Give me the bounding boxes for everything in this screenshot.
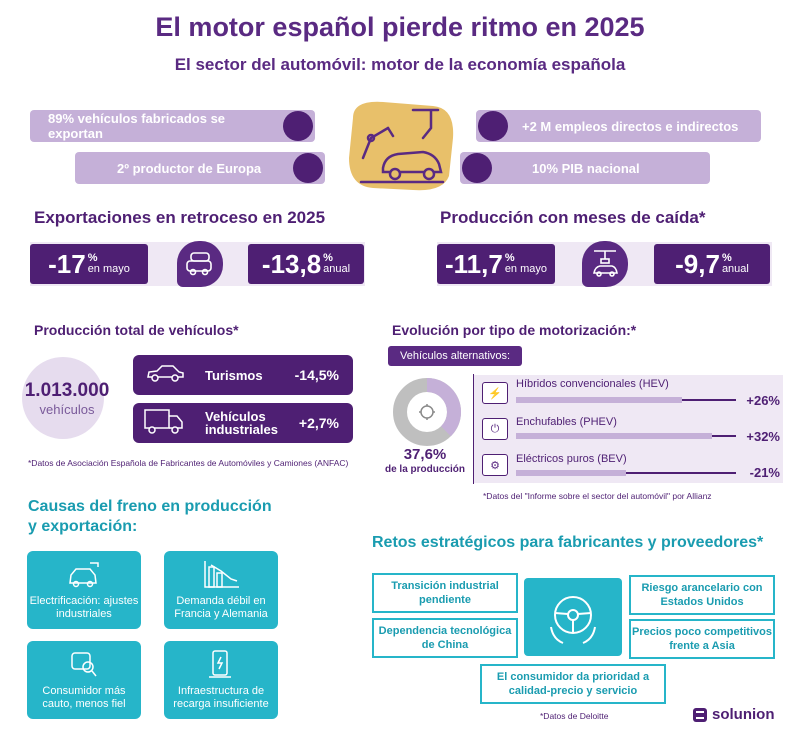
solunion-mark-icon: [693, 707, 707, 722]
hybrid-icon: ⚡: [482, 382, 508, 404]
exports-may-stat: -17 % en mayo: [30, 244, 148, 284]
motor-row-hev: ⚡ Híbridos convencionales (HEV) +26%: [482, 378, 780, 408]
anfac-note: *Datos de Asociación Española de Fabrica…: [28, 458, 349, 468]
cause-demand: Demanda débil en Francia y Alemania: [164, 551, 278, 629]
motor-row-value: -21%: [749, 464, 780, 480]
electric-car-icon: [69, 562, 99, 588]
share-value: 37,6%: [403, 446, 447, 463]
page-subtitle: El sector del automóvil: motor de la eco…: [174, 55, 626, 74]
exports-may-label: en mayo: [87, 263, 130, 275]
battery-car-icon: ⚙: [482, 454, 508, 476]
solunion-wordmark: solunion: [712, 706, 775, 723]
vehicle-row-turismos: Turismos -14,5%: [133, 355, 353, 395]
share-donut: [392, 377, 462, 452]
production-annual-stat: -9,7 % anual: [654, 244, 770, 284]
motor-row-bev: ⚙ Eléctricos puros (BEV) -21%: [482, 452, 780, 480]
total-production-unit: vehículos: [39, 402, 95, 417]
challenge-china: Dependencia tecnológica de China: [372, 618, 518, 658]
fact-dot: [478, 111, 508, 141]
fact-jobs-label: +2 M empleos directos e indirectos: [522, 118, 739, 134]
production-may-label: en mayo: [504, 263, 548, 275]
vehicle-row-industriales: Vehículos industriales +2,7%: [133, 403, 353, 443]
deloitte-note: *Datos de Deloitte: [540, 711, 609, 721]
charger-icon: [209, 650, 231, 678]
challenges-heading: Retos estratégicos para fabricantes y pr…: [372, 534, 764, 551]
motor-row-label: Eléctricos puros (BEV): [516, 453, 627, 465]
causes-heading-line2: y exportación:: [28, 518, 138, 535]
cause-infrastructure: Infraestructura de recarga insuficiente: [164, 641, 278, 719]
motorization-divider: [473, 374, 474, 484]
share-label: de la producción: [384, 464, 465, 475]
motorization-panel: [473, 375, 783, 483]
vehicle-row-value: -14,5%: [294, 367, 339, 383]
challenge-transition: Transición industrial pendiente: [372, 573, 518, 613]
motor-bar: [516, 397, 682, 403]
steering-wheel-icon: [524, 578, 622, 656]
fact-export-share-label: 89% vehículos fabricados se exportan: [48, 111, 226, 141]
car-icon: [145, 362, 185, 389]
exports-annual-stat: -13,8 % anual: [248, 244, 364, 284]
cause-consumer: Consumidor más cauto, menos fiel: [27, 641, 141, 719]
exports-may-value: -17: [48, 248, 86, 279]
cause-label: Demanda débil en Francia y Alemania: [174, 595, 268, 620]
motor-line: [712, 435, 736, 437]
motor-line: [626, 472, 736, 474]
fact-dot: [462, 153, 492, 183]
exports-annual-value: -13,8: [261, 248, 322, 279]
total-production-value: 1.013.000: [24, 380, 110, 401]
fact-dot: [293, 153, 323, 183]
assembly-icon: [582, 241, 628, 287]
plug-icon: ⏻: [482, 418, 508, 440]
production-annual-label: anual: [721, 263, 749, 275]
decline-chart-icon: [204, 561, 239, 588]
motor-row-value: +32%: [746, 428, 780, 444]
motor-row-label: Híbridos convencionales (HEV): [516, 378, 669, 390]
cars-icon: [177, 241, 223, 287]
factory-robot-icon: [343, 98, 458, 193]
production-months-heading: Producción con meses de caída*: [440, 208, 706, 227]
challenge-consumer: El consumidor da prioridad a calidad-pre…: [480, 664, 666, 704]
production-may-stat: -11,7 % en mayo: [437, 244, 555, 284]
fact-dot: [283, 111, 313, 141]
causes-heading-line1: Causas del freno en producción: [28, 498, 272, 515]
consumer-icon: [71, 652, 97, 677]
alternative-vehicles-tag: Vehículos alternativos:: [388, 346, 523, 366]
fact-export-share: 89% vehículos fabricados se exportan: [30, 110, 315, 142]
allianz-note: *Datos del "Informe sobre el sector del …: [483, 491, 712, 501]
motorization-heading: Evolución por tipo de motorización:*: [392, 322, 637, 338]
vehicle-row-value: +2,7%: [298, 415, 339, 431]
exports-annual-unit: %: [323, 252, 333, 264]
production-may-value: -11,7: [444, 248, 503, 279]
vehicle-row-label: Turismos: [205, 367, 263, 383]
motor-row-value: +26%: [746, 392, 780, 408]
total-circle: [22, 357, 104, 439]
motor-row-phev: ⏻ Enchufables (PHEV) +32%: [482, 416, 780, 444]
cause-label: Infraestructura de recarga insuficiente: [173, 685, 269, 710]
cause-label: Electrificación: ajustes industriales: [29, 595, 139, 620]
production-annual-unit: %: [721, 252, 732, 264]
vehicle-row-label: Vehículos industriales: [205, 409, 278, 437]
exports-may-unit: %: [87, 252, 98, 264]
cause-label: Consumidor más cauto, menos fiel: [42, 685, 126, 710]
exports-heading: Exportaciones en retroceso en 2025: [34, 208, 326, 227]
production-may-unit: %: [504, 252, 515, 264]
fact-producer-rank: 2º productor de Europa: [75, 152, 325, 184]
fact-gdp-label: 10% PIB nacional: [532, 160, 640, 176]
motor-bar: [516, 470, 626, 476]
production-annual-value: -9,7: [675, 248, 720, 279]
cause-electrification: Electrificación: ajustes industriales: [27, 551, 141, 629]
solunion-logo: solunion: [693, 706, 775, 723]
fact-producer-rank-label: 2º productor de Europa: [117, 160, 262, 176]
fact-jobs: +2 M empleos directos e indirectos: [476, 110, 761, 142]
challenge-tariff: Riesgo arancelario con Estados Unidos: [629, 575, 775, 615]
motor-bar: [516, 433, 712, 439]
fact-gdp: 10% PIB nacional: [460, 152, 710, 184]
truck-icon: [143, 407, 185, 440]
total-production-heading: Producción total de vehículos*: [34, 322, 239, 338]
motor-row-label: Enchufables (PHEV): [516, 416, 617, 428]
motor-line: [682, 399, 736, 401]
page-title: El motor español pierde ritmo en 2025: [155, 12, 645, 42]
challenge-prices: Precios poco competitivos frente a Asia: [629, 619, 775, 659]
exports-annual-label: anual: [323, 263, 351, 275]
